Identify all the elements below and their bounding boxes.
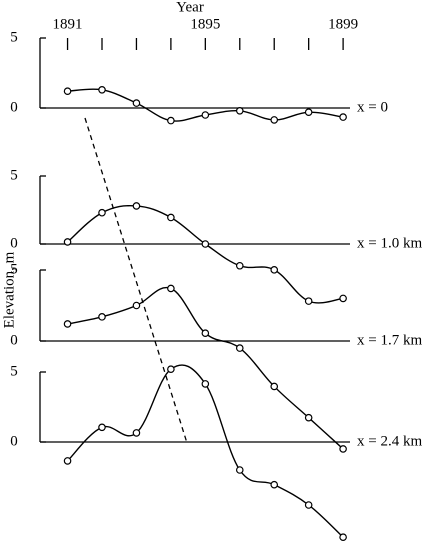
point <box>235 344 244 352</box>
point <box>63 320 72 328</box>
point <box>339 445 347 453</box>
point <box>167 116 175 125</box>
point <box>339 294 347 303</box>
y-tick-label: 0 <box>10 433 18 449</box>
point <box>235 107 244 115</box>
y-tick-label: 5 <box>10 167 18 183</box>
point <box>167 365 175 374</box>
point <box>201 111 210 119</box>
x-tick-label: 1895 <box>190 16 220 32</box>
point <box>270 266 279 274</box>
point <box>98 313 106 321</box>
point <box>98 86 106 94</box>
panel-label: x = 2.4 km <box>357 433 422 449</box>
point <box>304 297 313 305</box>
point <box>98 208 106 217</box>
y-tick-label: 0 <box>10 235 18 251</box>
point <box>201 380 210 388</box>
point <box>270 480 279 489</box>
x-axis-label: Year <box>176 0 204 15</box>
point <box>339 113 347 121</box>
point <box>304 108 313 117</box>
panel-label: x = 1.0 km <box>357 235 422 251</box>
point <box>167 213 175 222</box>
point <box>304 413 313 422</box>
point <box>167 284 175 293</box>
point <box>132 301 141 310</box>
y-tick-label: 0 <box>10 332 18 348</box>
point <box>132 99 141 107</box>
point <box>304 501 313 509</box>
point <box>270 382 279 391</box>
y-tick-label: 5 <box>10 363 18 379</box>
series-line <box>67 286 344 450</box>
point <box>132 429 141 437</box>
series-line <box>67 364 344 538</box>
x-tick-label: 1891 <box>53 16 83 32</box>
point <box>98 423 106 432</box>
panel-label: x = 1.7 km <box>357 332 422 348</box>
y-tick-label: 0 <box>10 99 18 115</box>
point <box>235 261 244 270</box>
point <box>63 238 72 246</box>
y-axis-label: Elevation, m <box>1 251 17 328</box>
point <box>63 87 72 96</box>
series-line <box>67 205 344 304</box>
panel-label: x = 0 <box>357 99 388 115</box>
y-tick-label: 5 <box>10 29 18 45</box>
trend-line <box>84 117 188 444</box>
y-tick-label: 5 <box>10 261 18 277</box>
point <box>63 457 72 465</box>
point <box>132 202 141 210</box>
point <box>270 116 279 124</box>
point <box>201 329 210 337</box>
x-tick-label: 1899 <box>328 16 358 32</box>
point <box>201 240 210 248</box>
point <box>235 466 244 474</box>
point <box>339 533 347 542</box>
